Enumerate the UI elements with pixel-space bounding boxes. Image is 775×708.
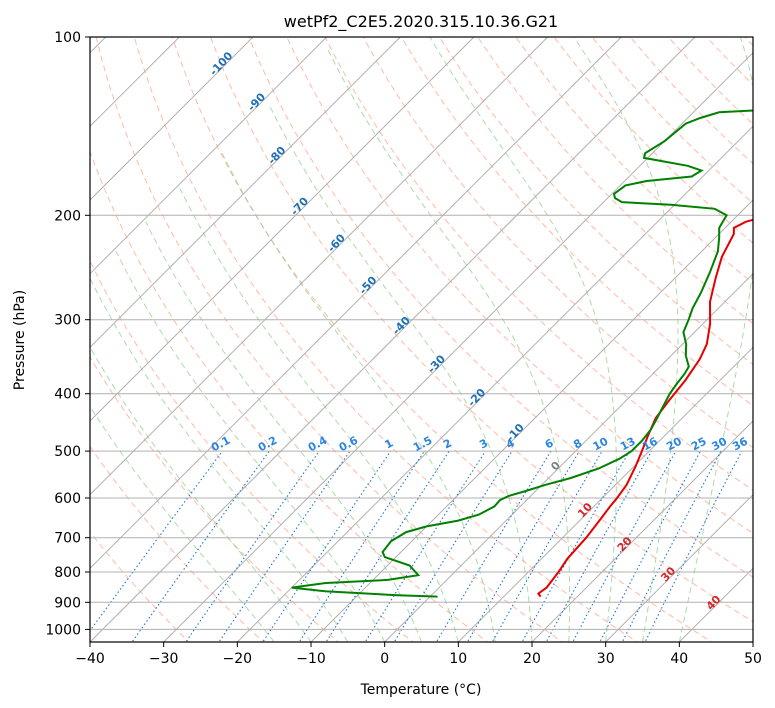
isotherm-line <box>90 37 328 275</box>
mixing-ratio-line <box>298 450 425 642</box>
isotherm-line <box>384 272 753 642</box>
y-tick-label: 300 <box>54 313 81 329</box>
mixing-ratio-line <box>393 450 513 642</box>
chart-title: wetPf2_C2E5.2020.315.10.36.G21 <box>284 12 558 32</box>
moist-adiabat-line <box>145 221 422 642</box>
mixing-ratio-line <box>90 450 223 632</box>
x-tick-label: 40 <box>670 651 688 667</box>
moist-adiabat-line <box>90 277 349 642</box>
mixing-ratio-line <box>621 450 722 642</box>
mixing-ratio-line <box>185 450 320 642</box>
moist-adiabat-line <box>678 37 753 642</box>
x-tick-label: −40 <box>75 651 105 667</box>
isotherm-line <box>90 37 475 422</box>
moist-adiabat-line <box>268 104 533 642</box>
y-axis-title: Pressure (hPa) <box>12 290 28 390</box>
y-tick-label: 600 <box>54 491 81 507</box>
moist-adiabat-line <box>429 37 617 642</box>
y-tick-label: 400 <box>54 387 81 403</box>
isotherm-line <box>457 346 753 642</box>
dry-adiabat-line <box>438 37 753 366</box>
dry-adiabat-line <box>248 37 753 578</box>
x-tick-label: 0 <box>380 651 389 667</box>
x-axis-title: Temperature (°C) <box>360 682 482 698</box>
mixing-ratio-line <box>262 450 392 642</box>
mixing-ratio-label: 36 <box>730 435 750 454</box>
x-tick-label: −10 <box>296 651 326 667</box>
dewpoint-profile-line <box>291 109 753 598</box>
mixing-ratio-line <box>218 450 351 642</box>
moist-adiabat-line <box>90 346 312 642</box>
mixing-ratio-line <box>325 450 450 642</box>
mixing-ratio-line <box>572 450 677 642</box>
profile-lines <box>291 109 753 598</box>
temperature-profile-line <box>537 218 753 598</box>
y-tick-label: 700 <box>54 531 81 547</box>
plot-background <box>90 37 753 642</box>
mixing-ratio-line <box>131 450 270 642</box>
dry-adiabat-line <box>400 37 753 407</box>
y-tick-label: 900 <box>54 595 81 611</box>
isotherm-line <box>310 199 753 642</box>
isotherm-line <box>90 37 254 201</box>
x-tick-label: 10 <box>449 651 467 667</box>
x-axis: −40 −30 −20 −10 0 10 20 30 40 50 <box>75 642 762 667</box>
plot-frame <box>89 36 754 643</box>
x-tick-label: 30 <box>597 651 615 667</box>
moist-adiabat-line <box>179 187 459 642</box>
y-tick-label: 1000 <box>45 622 81 638</box>
y-tick-label: 100 <box>54 30 81 46</box>
dry-adiabat-line <box>324 37 753 491</box>
moist-adiabat-line <box>327 49 571 642</box>
mixing-ratio-label: 16 <box>640 435 660 454</box>
dry-adiabat-line <box>362 37 753 449</box>
mixing-ratio-label: 13 <box>618 435 638 454</box>
x-tick-label: −30 <box>149 651 179 667</box>
dry-adiabat-line <box>90 259 414 642</box>
y-tick-label: 200 <box>54 208 81 224</box>
dry-adiabat-line <box>477 37 753 325</box>
pressure-gridlines <box>90 37 753 630</box>
x-tick-label: 20 <box>523 651 541 667</box>
y-tick-label: 800 <box>54 565 81 581</box>
isotherm-line <box>531 420 753 642</box>
x-tick-label: 50 <box>744 651 762 667</box>
dry-adiabat-line <box>286 37 753 534</box>
isotherm-line <box>236 125 753 642</box>
isotherm-line <box>605 493 753 642</box>
mixing-ratio-label: 10 <box>591 435 611 454</box>
moist-adiabat-line <box>573 37 679 642</box>
mixing-ratio-line <box>364 450 486 642</box>
moist-adiabat-line <box>90 405 275 642</box>
mixing-ratio-label: 25 <box>689 435 709 454</box>
moist-adiabat-line <box>115 251 386 642</box>
mixing-ratio-label: 20 <box>664 435 684 454</box>
y-tick-label: 500 <box>54 444 81 460</box>
y-axis: 100 200 300 400 500 600 700 800 900 1000 <box>45 30 90 638</box>
isotherm-line <box>90 37 549 496</box>
isotherm-line <box>90 37 622 570</box>
isotherm-line <box>90 37 401 349</box>
mixing-ratio-label: 30 <box>710 435 730 454</box>
x-tick-label: −20 <box>223 651 253 667</box>
mixing-ratio-line <box>466 450 580 642</box>
mixing-ratio-line <box>599 450 701 642</box>
isotherm-line <box>90 37 696 642</box>
